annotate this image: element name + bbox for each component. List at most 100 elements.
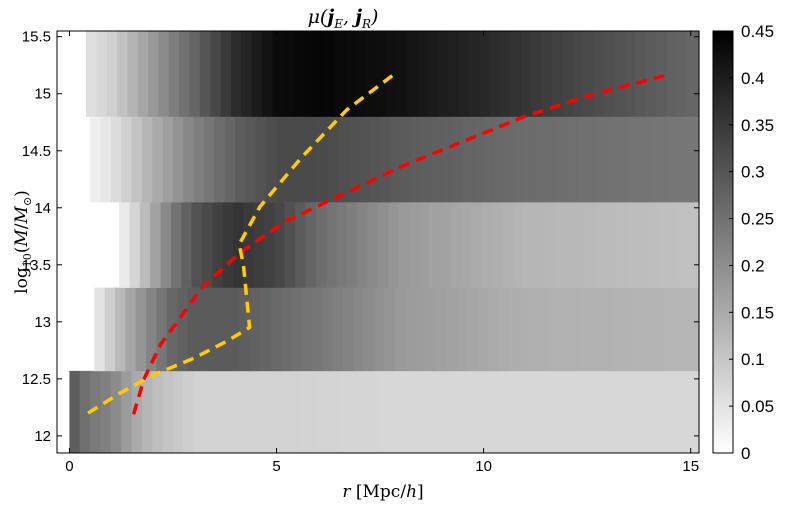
- heatmap-cell: [626, 202, 638, 288]
- heatmap-cell: [150, 202, 162, 288]
- heatmap-cell: [336, 202, 348, 288]
- y-axis-label: log10(M/M⊙): [12, 190, 34, 294]
- heatmap-cell: [328, 370, 340, 454]
- heatmap-cell: [477, 287, 489, 372]
- heatmap-cell: [469, 31, 481, 117]
- heatmap-cell: [386, 31, 398, 117]
- heatmap-cell: [607, 116, 619, 203]
- heatmap-cell: [349, 370, 360, 454]
- heatmap-cell: [131, 370, 143, 454]
- colorbar-tick: 0.35: [729, 116, 774, 135]
- heatmap-cell: [576, 116, 588, 203]
- heatmap-cell: [435, 287, 447, 372]
- heatmap-cell: [141, 370, 153, 454]
- heatmap-cell: [417, 31, 429, 117]
- heatmap-cell: [612, 287, 623, 372]
- heatmap-cell: [427, 31, 439, 117]
- heatmap-cell: [230, 31, 242, 117]
- heatmap-cell: [158, 31, 170, 117]
- heatmap-cell: [363, 287, 375, 372]
- heatmap-cell: [539, 287, 551, 372]
- heatmap-cell: [189, 31, 201, 117]
- heatmap-cell: [255, 116, 267, 203]
- heatmap-cell: [473, 370, 485, 454]
- heatmap-cell: [291, 287, 302, 372]
- heatmap-cell: [605, 202, 617, 288]
- heatmap-cell: [514, 370, 526, 454]
- heatmap-cell: [259, 287, 271, 372]
- heatmap-cell: [326, 202, 338, 288]
- heatmap-cell: [274, 202, 286, 288]
- heatmap-cell: [431, 370, 443, 454]
- heatmap-cell: [317, 116, 329, 203]
- heatmap-cell: [429, 202, 441, 288]
- heatmap-cell: [614, 31, 626, 117]
- heatmap-cell: [204, 116, 215, 203]
- heatmap-cell: [460, 202, 472, 288]
- heatmap-cell: [510, 31, 522, 117]
- heatmap-cell: [514, 116, 526, 203]
- colorbar-tick-label: 0.3: [741, 163, 765, 182]
- colorbar-tick-label: 0.4: [741, 69, 765, 88]
- heatmap-cell: [636, 202, 648, 288]
- heatmap-cell: [421, 370, 433, 454]
- y-axis: 12 12.5 13 13.5 14 14.5 15 15.5: [22, 29, 699, 445]
- y-tick-label: 14.5: [22, 143, 51, 160]
- heatmap-cell: [315, 202, 327, 288]
- heatmap-cell: [529, 287, 541, 372]
- heatmap-cell: [467, 287, 478, 372]
- y-tick: 15.5: [22, 29, 699, 46]
- y-tick-label: 12: [34, 428, 51, 445]
- heatmap-cell: [667, 202, 679, 288]
- heatmap-cell: [462, 370, 474, 454]
- heatmap-cell: [249, 287, 261, 372]
- heatmap-cell: [398, 202, 410, 288]
- heatmap-cell: [493, 370, 505, 454]
- heatmap-cell: [305, 202, 317, 288]
- heatmap-cell: [440, 202, 452, 288]
- colorbar-tick: 0.15: [729, 303, 774, 322]
- y-tick-label: 13: [34, 314, 51, 331]
- heatmap-cell: [452, 116, 464, 203]
- heatmap-cell: [628, 370, 640, 454]
- heatmap-cell: [649, 370, 661, 454]
- heatmap-cell: [272, 31, 284, 117]
- heatmap-cell: [450, 202, 462, 288]
- heatmap-cell: [504, 116, 516, 203]
- curve-line-2: [87, 74, 394, 415]
- heatmap-cell: [117, 31, 129, 117]
- heatmap-cell: [442, 116, 454, 203]
- heatmap-cell: [365, 31, 377, 117]
- heatmap-cell: [556, 370, 568, 454]
- heatmap-cell: [388, 202, 400, 288]
- heatmap-cell: [670, 116, 681, 203]
- heatmap-cell: [657, 202, 669, 288]
- heatmap-cell: [284, 202, 296, 288]
- x-axis-label: r [Mpc/h]: [342, 482, 423, 502]
- heatmap-cell: [214, 370, 226, 454]
- heatmap-cell: [645, 31, 657, 117]
- heatmap-cell: [566, 116, 578, 203]
- heatmap-cell: [597, 116, 609, 203]
- heatmap-cell: [489, 31, 501, 117]
- heatmap-cell: [688, 202, 700, 288]
- heatmap-cell: [355, 31, 367, 117]
- heatmap-cell: [678, 202, 690, 288]
- heatmap-cell: [251, 31, 263, 117]
- heatmap-cell: [659, 370, 671, 454]
- heatmap-cell: [199, 31, 211, 117]
- heatmap-cell: [152, 370, 164, 454]
- heatmap-cell: [129, 202, 141, 288]
- heatmap-cell: [564, 202, 576, 288]
- heatmap-cell: [119, 202, 131, 288]
- heatmap-cell: [218, 287, 230, 372]
- heatmap-cell: [210, 31, 222, 117]
- heatmap-cell: [649, 116, 661, 203]
- heatmap-cell: [634, 31, 646, 117]
- heatmap-cell: [676, 31, 688, 117]
- heatmap-cell: [90, 370, 102, 454]
- heatmap-cell: [384, 287, 396, 372]
- heatmap-cell: [264, 202, 276, 288]
- heatmap-cell: [104, 287, 116, 372]
- heatmap-cell: [595, 202, 607, 288]
